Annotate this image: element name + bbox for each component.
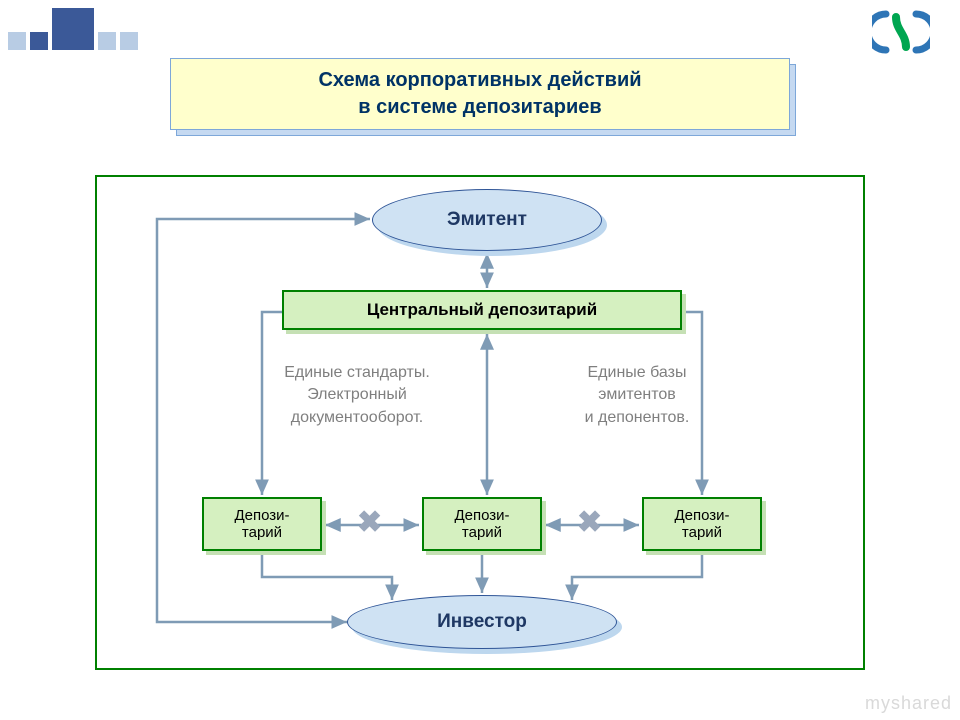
node-emitter: Эмитент <box>372 189 602 251</box>
note-left: Единые стандарты. Электронный документоо… <box>247 362 467 429</box>
node-central-depository: Центральный депозитарий <box>282 290 682 330</box>
node-depository-2: Депози- тарий <box>422 497 542 551</box>
note-right: Единые базы эмитентов и депонентов. <box>527 362 747 429</box>
node-investor: Инвестор <box>347 595 617 649</box>
central-label: Центральный депозитарий <box>367 300 597 320</box>
emitter-label: Эмитент <box>447 209 527 231</box>
diagram-frame: Эмитент Центральный депозитарий Единые с… <box>95 175 865 670</box>
x-mark-icon: ✖ <box>577 505 602 540</box>
title-line2: в системе депозитариев <box>358 96 601 118</box>
node-depository-3: Депози- тарий <box>642 497 762 551</box>
investor-label: Инвестор <box>437 611 527 633</box>
watermark-text: myshared <box>865 693 952 714</box>
logo-icon <box>872 8 930 56</box>
node-depository-1: Депози- тарий <box>202 497 322 551</box>
x-mark-icon: ✖ <box>357 505 382 540</box>
title-panel: Схема корпоративных действий в системе д… <box>170 58 790 130</box>
title-line1: Схема корпоративных действий <box>318 69 641 91</box>
